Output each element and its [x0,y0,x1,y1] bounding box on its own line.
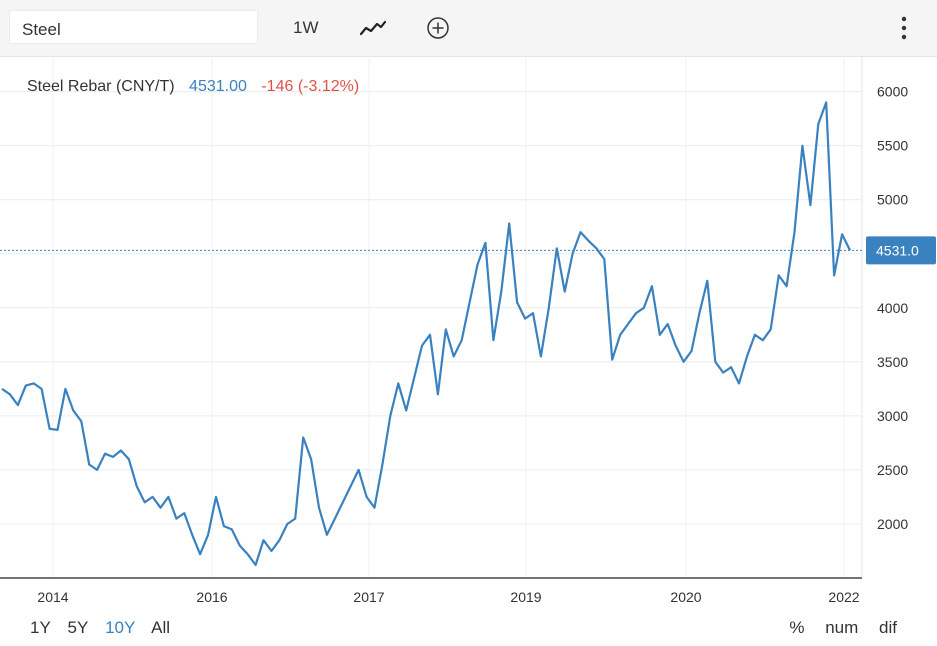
mode-dif[interactable]: dif [879,618,897,637]
search-input[interactable]: Steel [9,10,258,44]
legend-change: -146 (-3.12%) [261,78,360,95]
toolbar: Steel 1W [0,0,937,57]
legend-name: Steel Rebar (CNY/T) [27,78,175,95]
x-tick-label: 2022 [828,589,859,605]
y-tick-label: 2000 [877,516,908,532]
y-tick-label: 5000 [877,192,908,208]
grid-lines [0,56,863,578]
y-tick-label: 3500 [877,354,908,370]
mode-num[interactable]: num [825,618,859,637]
series-line [1,101,851,567]
x-tick-label: 2016 [196,589,227,605]
x-tick-label: 2014 [37,589,68,605]
x-axis: 2014 2016 2017 2019 2020 2022 [0,577,862,605]
interval-button[interactable]: 1W [293,18,319,37]
x-tick-label: 2017 [353,589,384,605]
y-tick-label: 4000 [877,300,908,316]
price-chart[interactable]: 200025003000350040004500500055006000 201… [0,56,937,646]
period-all[interactable]: All [151,618,171,637]
mode-percent[interactable]: % [789,618,805,637]
y-tick-label: 2500 [877,462,908,478]
y-tick-label: 6000 [877,84,908,100]
mode-selector: % num dif [773,618,897,638]
period-selector: 1Y 5Y 10Y All [30,618,182,638]
chart-legend: Steel Rebar (CNY/T) 4531.00 -146 (-3.12%… [27,78,359,96]
last-price-text: 4531.0 [876,242,919,258]
period-10y[interactable]: 10Y [105,618,136,637]
more-vertical-icon[interactable] [898,15,910,41]
x-tick-label: 2020 [670,589,701,605]
line-chart-icon[interactable] [360,20,386,36]
x-tick-label: 2019 [510,589,541,605]
y-tick-label: 5500 [877,138,908,154]
legend-last-value: 4531.00 [189,78,247,95]
period-1y[interactable]: 1Y [30,618,51,637]
y-axis: 200025003000350040004500500055006000 [877,84,908,532]
plus-circle-icon[interactable] [426,16,450,40]
last-price-label: 4531.0 [866,236,936,265]
period-5y[interactable]: 5Y [67,618,89,637]
y-tick-label: 3000 [877,408,908,424]
